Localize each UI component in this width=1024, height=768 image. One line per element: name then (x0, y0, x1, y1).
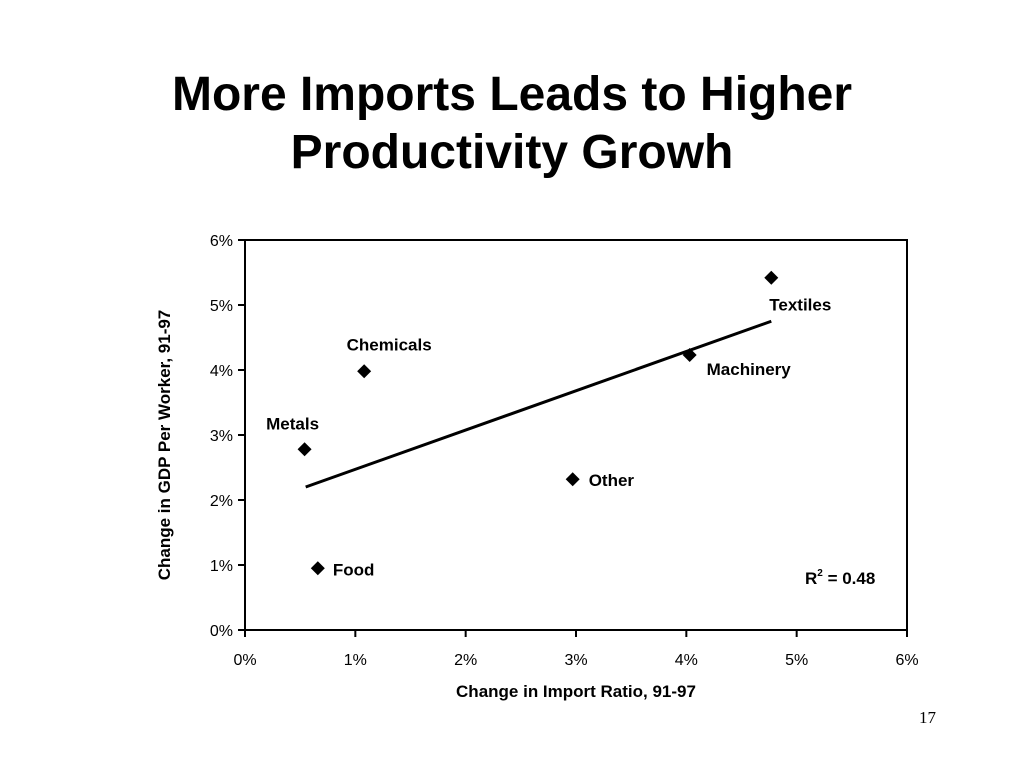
x-tick-label: 4% (675, 652, 698, 669)
point-label-machinery: Machinery (707, 360, 792, 379)
x-axis-ticks: 0% 1% 2% 3% 4% 5% 6% (233, 630, 919, 669)
y-tick-label: 0% (210, 623, 233, 640)
y-tick-label: 6% (210, 233, 233, 250)
point-marker-metals (297, 442, 312, 457)
point-label-other: Other (589, 471, 635, 490)
y-axis-ticks: 0% 1% 2% 3% 4% 5% 6% (210, 233, 245, 640)
x-axis-title: Change in Import Ratio, 91-97 (456, 682, 696, 701)
data-points (297, 270, 779, 576)
point-label-metals: Metals (266, 414, 319, 433)
x-tick-label: 2% (454, 652, 477, 669)
x-tick-label: 1% (344, 652, 367, 669)
y-tick-label: 1% (210, 558, 233, 575)
r-squared-letter: R (805, 569, 817, 588)
y-tick-label: 5% (210, 298, 233, 315)
r-squared-annotation: R2 = 0.48 (805, 568, 875, 588)
x-tick-label: 3% (564, 652, 587, 669)
point-marker-textiles (764, 270, 779, 285)
point-marker-food (310, 561, 325, 576)
trend-line (305, 319, 772, 489)
point-marker-other (565, 472, 580, 487)
r-squared-value: = 0.48 (823, 569, 875, 588)
point-marker-machinery (682, 348, 697, 363)
y-tick-label: 2% (210, 493, 233, 510)
x-tick-label: 6% (895, 652, 918, 669)
y-tick-label: 4% (210, 363, 233, 380)
x-tick-label: 0% (233, 652, 256, 669)
page-number: 17 (919, 708, 936, 727)
point-label-textiles: Textiles (769, 296, 831, 315)
point-label-chemicals: Chemicals (347, 335, 432, 354)
slide-title-line-1: More Imports Leads to Higher (171, 68, 853, 121)
r-squared-exponent: 2 (817, 568, 823, 579)
slide-title-line-2: Productivity Growh (290, 126, 734, 179)
y-tick-label: 3% (210, 428, 233, 445)
slide-title: More Imports Leads to Higher Productivit… (0, 66, 1024, 182)
data-point-labels: Food Metals Chemicals Other Machinery Textile… (266, 296, 831, 580)
x-tick-label: 5% (785, 652, 808, 669)
point-label-food: Food (333, 560, 375, 579)
y-axis-title: Change in GDP Per Worker, 91-97 (155, 310, 174, 581)
point-marker-chemicals (357, 364, 372, 379)
